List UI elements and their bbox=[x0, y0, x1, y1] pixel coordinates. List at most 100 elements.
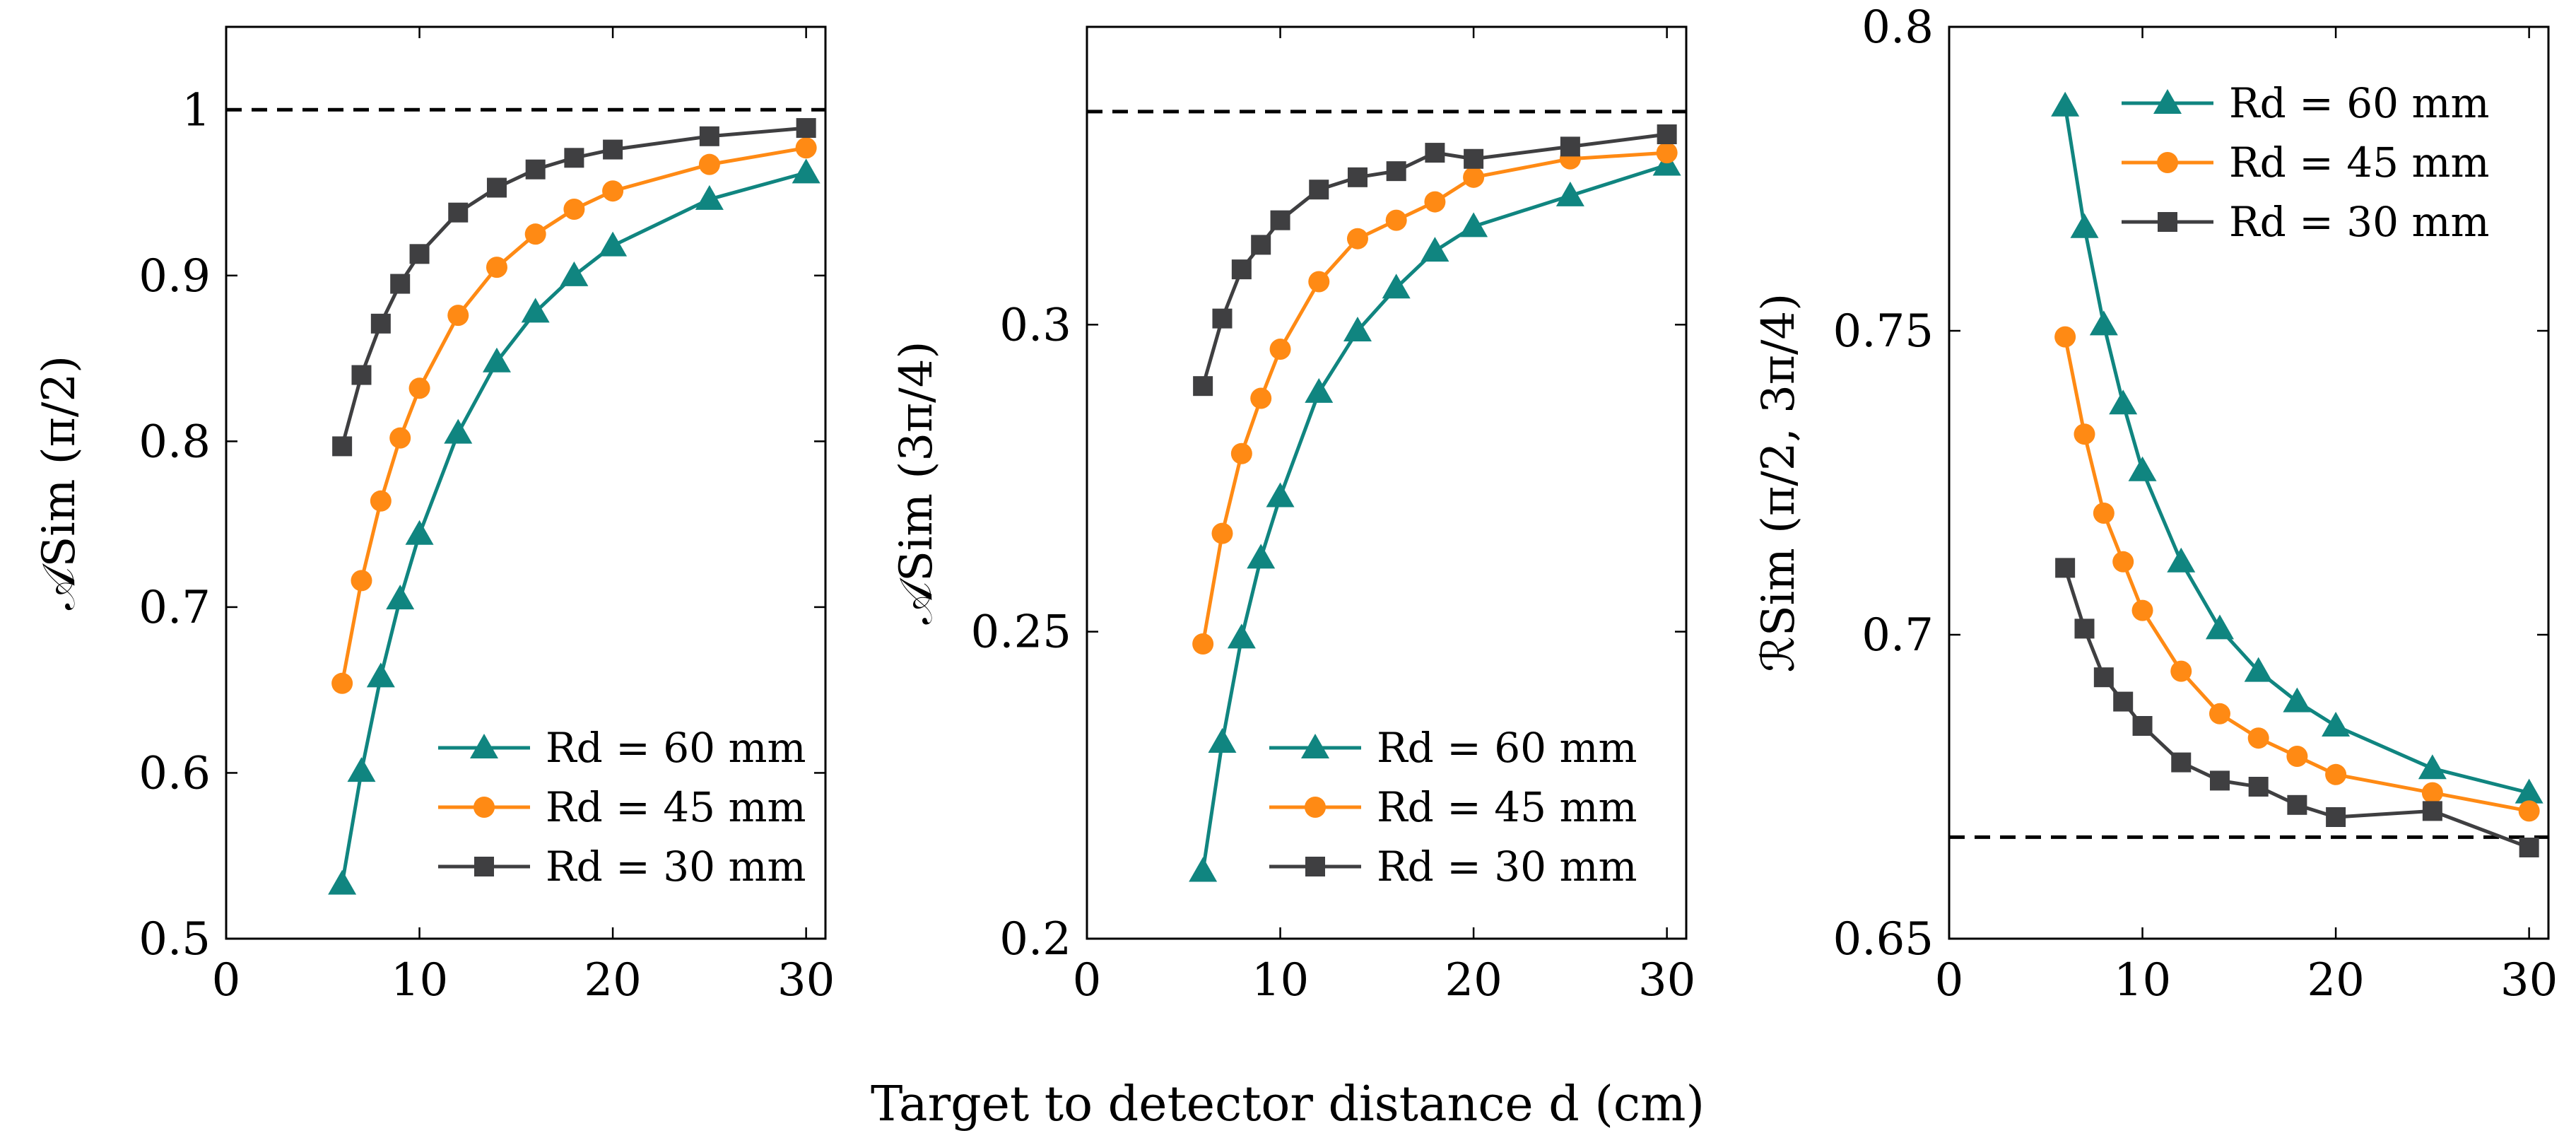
legend-marker bbox=[1305, 857, 1325, 876]
y-tick-label: 0.7 bbox=[1862, 609, 1934, 662]
data-point bbox=[1657, 124, 1677, 145]
data-point bbox=[366, 662, 395, 688]
x-tick-label: 20 bbox=[2307, 954, 2364, 1007]
data-point bbox=[695, 184, 724, 210]
data-point bbox=[1464, 148, 1484, 169]
x-tick-label: 0 bbox=[1073, 954, 1102, 1007]
data-point bbox=[370, 313, 391, 334]
data-point bbox=[2167, 547, 2196, 573]
legend-item: Rd = 45 mm bbox=[2122, 139, 2490, 187]
data-point bbox=[1347, 167, 1368, 187]
legend-item: Rd = 60 mm bbox=[438, 724, 806, 772]
data-point bbox=[1386, 161, 1406, 182]
data-point bbox=[2132, 716, 2153, 736]
data-point bbox=[2421, 782, 2443, 804]
data-point bbox=[444, 418, 473, 444]
chart-panel-1: 0 10 20 30 0.5 0.6 0.7 0.8 0.9 1 𝒜Sim (π/2) Rd = 60… bbox=[33, 25, 835, 1007]
x-tick-label: 10 bbox=[391, 954, 448, 1007]
data-point bbox=[525, 159, 546, 180]
y-tick-label: 0.65 bbox=[1833, 913, 1934, 966]
plot-frame bbox=[225, 25, 827, 940]
data-point bbox=[2054, 326, 2076, 348]
y-axis-label: 𝒜Sim (π/2) bbox=[33, 356, 86, 610]
data-point bbox=[2519, 838, 2539, 857]
data-point bbox=[1308, 271, 1330, 293]
data-point bbox=[328, 869, 357, 895]
data-point bbox=[370, 490, 392, 512]
legend: Rd = 60 mm Rd = 45 mm Rd = 30 mm bbox=[1269, 724, 1637, 891]
data-point bbox=[1251, 235, 1271, 255]
data-point bbox=[1560, 136, 1580, 157]
data-point bbox=[2286, 746, 2308, 767]
data-point bbox=[1343, 317, 1372, 341]
data-point bbox=[1555, 181, 1584, 206]
y-tick-label: 0.5 bbox=[139, 913, 211, 966]
data-point bbox=[1230, 442, 1252, 464]
data-point bbox=[1656, 142, 1678, 164]
x-tick-label: 0 bbox=[1935, 954, 1964, 1007]
legend-label: Rd = 30 mm bbox=[546, 843, 806, 891]
legend-label: Rd = 45 mm bbox=[546, 783, 806, 831]
series-orange bbox=[2054, 326, 2540, 822]
x-tick-label: 10 bbox=[1252, 954, 1309, 1007]
series-line bbox=[1201, 151, 1667, 645]
data-point bbox=[2113, 691, 2134, 712]
data-point bbox=[2074, 618, 2095, 639]
data-point bbox=[563, 199, 585, 220]
data-point bbox=[1382, 274, 1411, 299]
data-point bbox=[347, 757, 376, 782]
data-point bbox=[2171, 752, 2192, 773]
series-teal bbox=[328, 158, 821, 895]
y-tick-label: 0.8 bbox=[1862, 1, 1934, 54]
x-tick-label: 30 bbox=[1638, 954, 1695, 1007]
legend-marker bbox=[1305, 797, 1326, 818]
plot-frame bbox=[1086, 25, 1688, 940]
y-axis-label: 𝒜Sim (3π/4) bbox=[890, 341, 943, 625]
x-tick-label: 20 bbox=[1445, 954, 1502, 1007]
data-point bbox=[1208, 728, 1237, 753]
legend: Rd = 60 mm Rd = 45 mm Rd = 30 mm bbox=[2122, 79, 2490, 246]
series-orange bbox=[331, 137, 817, 694]
x-tick-label: 10 bbox=[2114, 954, 2171, 1007]
y-axis-label: ℛSim (π/2, 3π/4) bbox=[1753, 293, 1805, 672]
data-point bbox=[2093, 503, 2115, 524]
data-point bbox=[389, 427, 411, 449]
data-point bbox=[482, 347, 511, 373]
data-point bbox=[1269, 339, 1291, 360]
x-tick-label: 30 bbox=[777, 954, 835, 1007]
legend-item: Rd = 60 mm bbox=[1269, 724, 1637, 772]
data-point bbox=[2070, 213, 2099, 238]
y-tick-label: 0.9 bbox=[139, 250, 211, 303]
data-point bbox=[409, 244, 430, 264]
series-orange bbox=[1192, 142, 1678, 655]
data-point bbox=[1305, 377, 1334, 403]
data-point bbox=[1425, 143, 1445, 163]
legend-label: Rd = 60 mm bbox=[546, 724, 806, 772]
series-line bbox=[340, 126, 806, 447]
data-point bbox=[447, 305, 469, 327]
data-point bbox=[792, 158, 821, 184]
data-point bbox=[602, 180, 624, 202]
plot-frame bbox=[1948, 25, 2550, 940]
legend-label: Rd = 45 mm bbox=[2229, 139, 2490, 187]
data-point bbox=[2283, 687, 2312, 712]
data-point bbox=[2089, 310, 2118, 336]
legend-marker bbox=[474, 857, 494, 876]
data-point bbox=[603, 139, 623, 160]
series-dark bbox=[332, 118, 816, 457]
data-point bbox=[1193, 376, 1213, 397]
data-point bbox=[2515, 778, 2543, 804]
data-point bbox=[2209, 770, 2230, 791]
data-point bbox=[1424, 191, 1446, 213]
legend-label: Rd = 30 mm bbox=[1377, 843, 1637, 891]
legend-item: Rd = 30 mm bbox=[2122, 198, 2490, 246]
data-point bbox=[1346, 228, 1368, 250]
series-dark bbox=[1193, 124, 1677, 397]
data-point bbox=[1459, 212, 1488, 237]
legend-marker bbox=[2157, 152, 2178, 173]
data-point bbox=[2247, 727, 2269, 749]
data-point bbox=[2322, 712, 2351, 737]
data-point bbox=[1212, 308, 1233, 329]
data-point bbox=[2209, 703, 2230, 725]
